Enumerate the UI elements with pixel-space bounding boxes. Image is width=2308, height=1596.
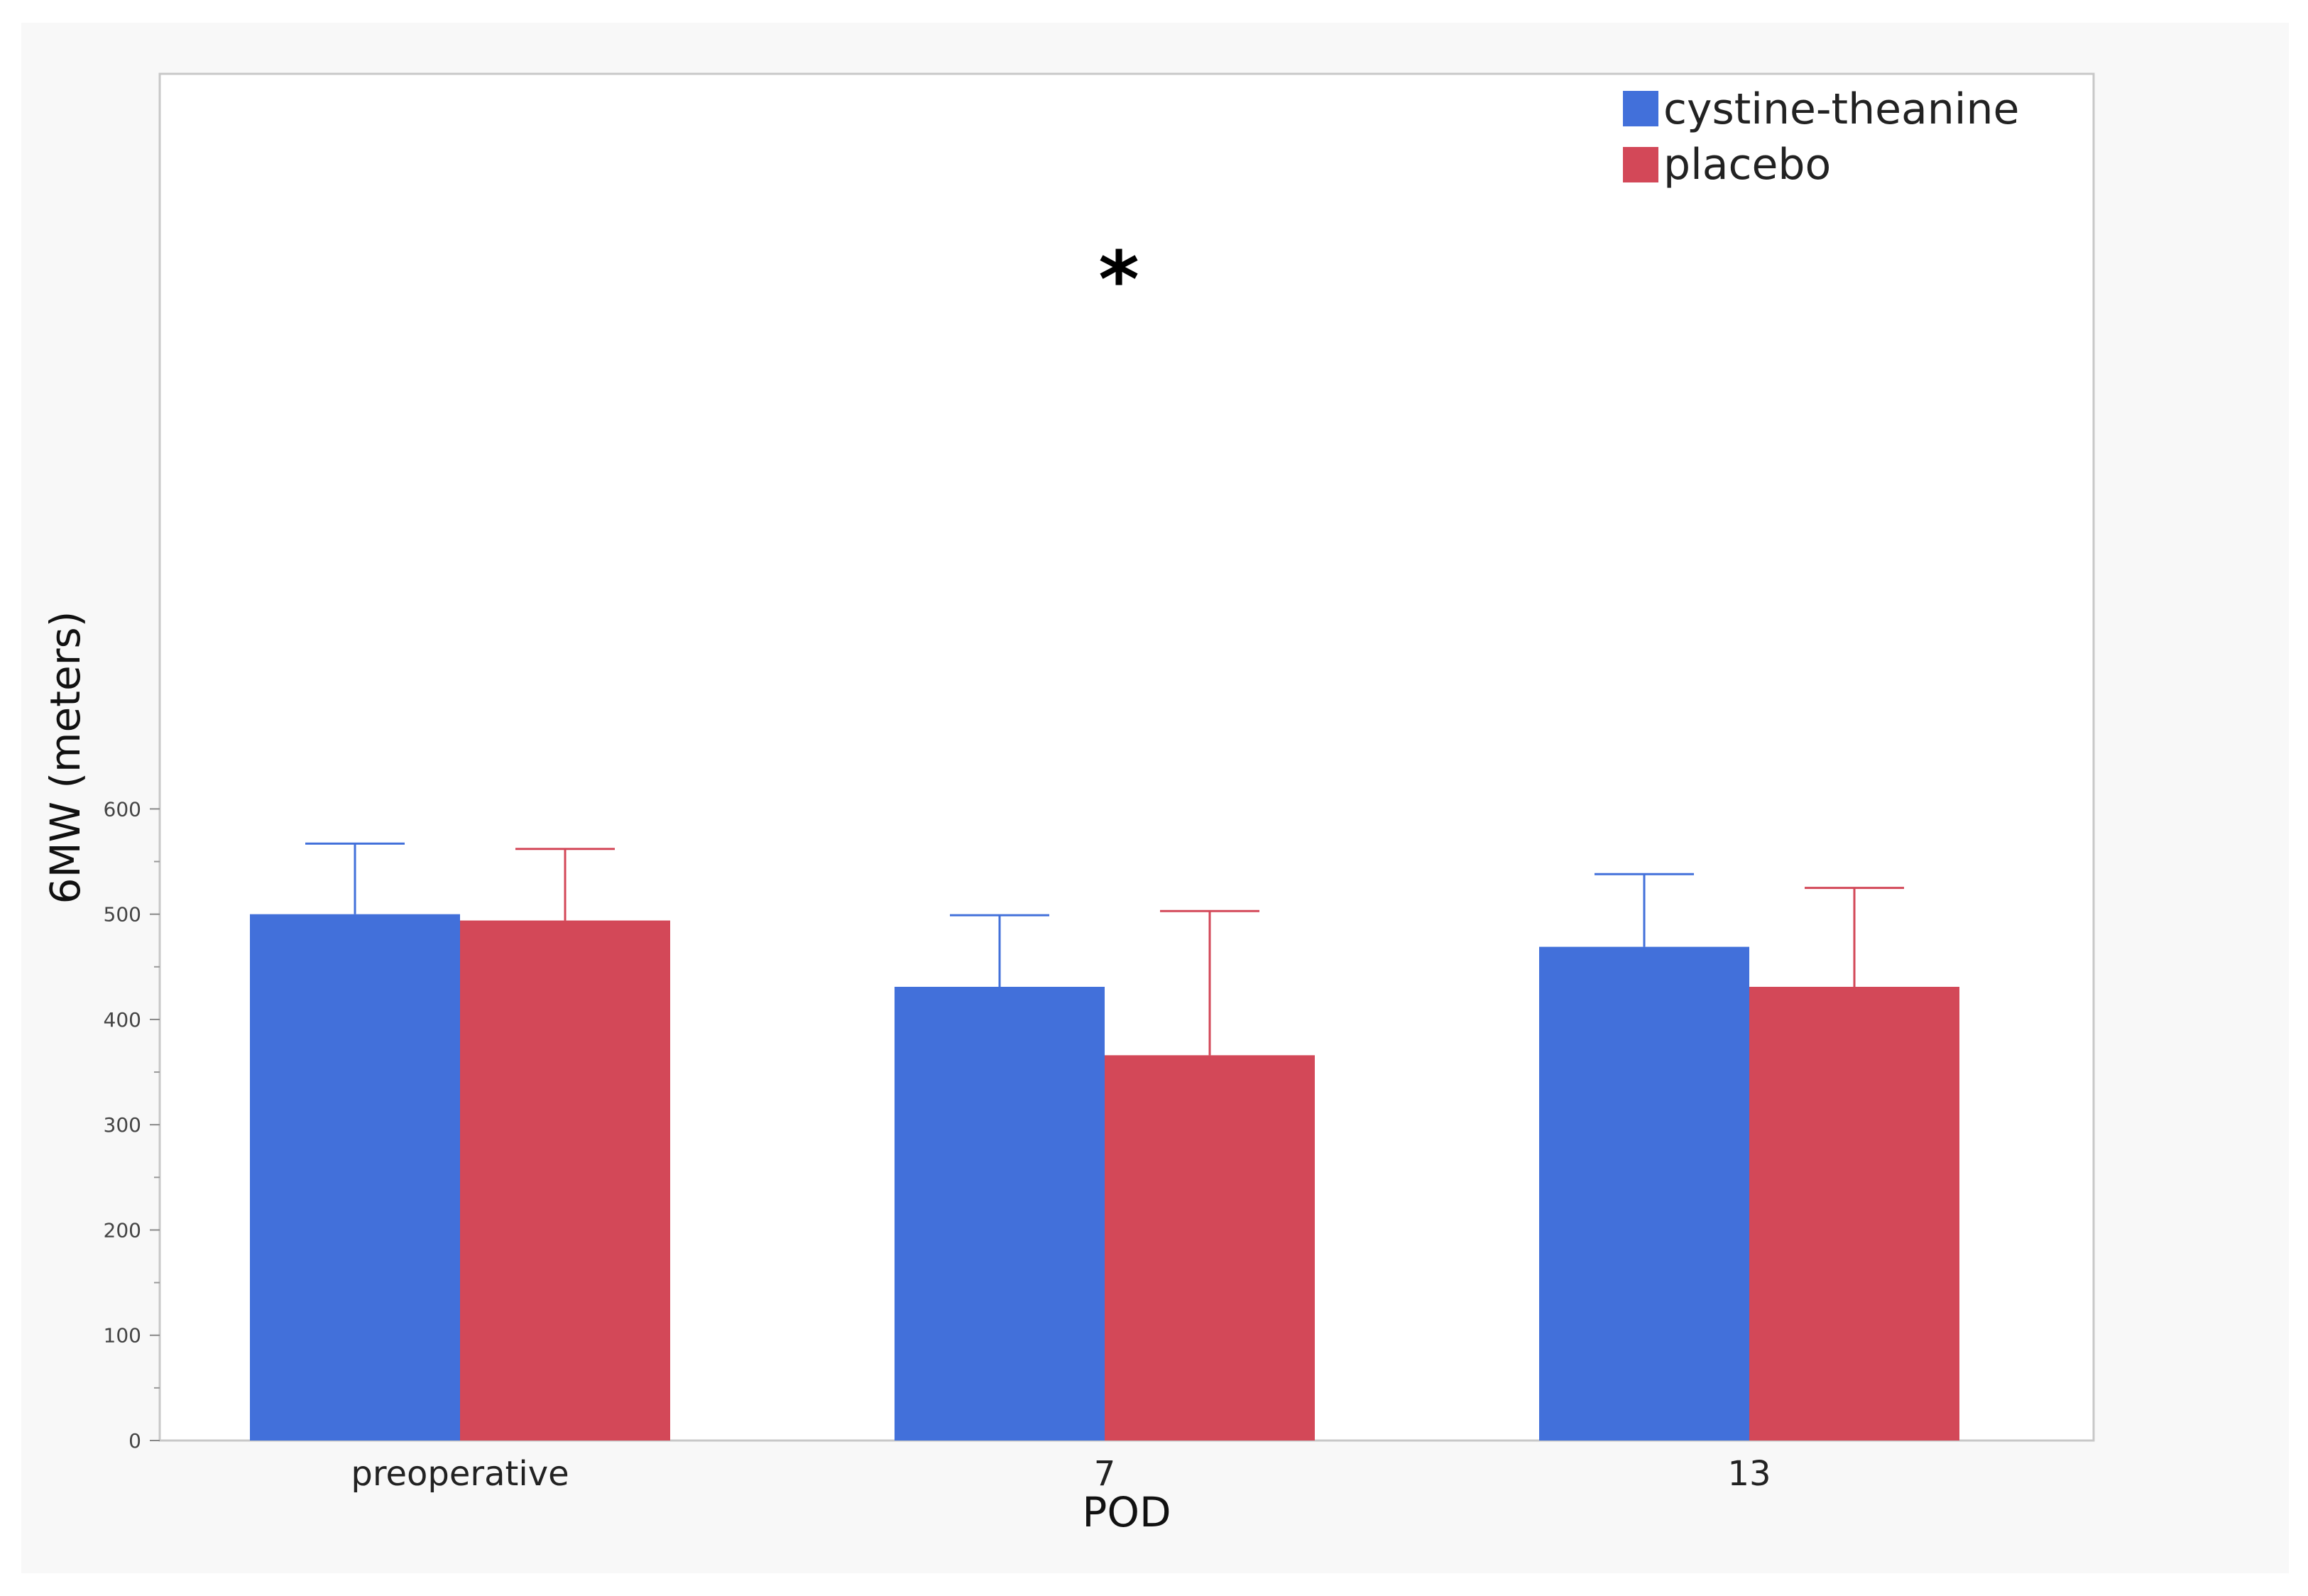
y-tick-label: 200	[104, 1218, 141, 1242]
annotations: *	[1098, 234, 1139, 325]
x-tick-label: 7	[1094, 1454, 1116, 1494]
y-axis-title: 6MW (meters)	[41, 611, 89, 904]
y-tick-label: 100	[104, 1324, 141, 1348]
y-tick-label: 600	[104, 797, 141, 821]
bar-cystine-theanine-7	[895, 986, 1105, 1441]
bar-cystine-theanine-preoperative	[250, 914, 460, 1441]
figure-background: 0 100 200 300 400 500 600 preoperative 7 13 * PO…	[21, 23, 2289, 1573]
bar-placebo-preoperative	[460, 920, 670, 1441]
bar-placebo-13	[1749, 986, 1959, 1441]
error-bars	[305, 842, 1904, 1056]
legend-swatch-cystine-theanine	[1623, 91, 1658, 126]
x-tick-label: 13	[1727, 1454, 1771, 1494]
legend-label-placebo: placebo	[1663, 140, 1831, 190]
y-tick-label: 400	[104, 1008, 141, 1032]
x-tick-label: preoperative	[351, 1454, 569, 1494]
y-axis-minor-ticks	[154, 860, 160, 1389]
bar-cystine-theanine-13	[1539, 946, 1749, 1441]
significance-asterisk: *	[1098, 234, 1139, 325]
x-axis-title: POD	[1082, 1488, 1171, 1536]
bar-placebo-7	[1105, 1055, 1315, 1441]
y-tick-label: 500	[104, 903, 141, 927]
legend-swatch-placebo	[1623, 147, 1658, 182]
y-tick-label: 300	[104, 1113, 141, 1137]
bars	[250, 914, 1959, 1441]
legend-label-cystine-theanine: cystine-theanine	[1663, 84, 2019, 134]
x-axis-category-labels: preoperative 7 13	[351, 1454, 1771, 1494]
y-tick-label: 0	[128, 1429, 141, 1453]
legend: cystine-theanine placebo	[1623, 84, 2019, 190]
chart: 0 100 200 300 400 500 600 preoperative 7 13 * PO…	[41, 72, 2095, 1536]
y-axis-ticks: 0 100 200 300 400 500 600	[104, 797, 160, 1453]
